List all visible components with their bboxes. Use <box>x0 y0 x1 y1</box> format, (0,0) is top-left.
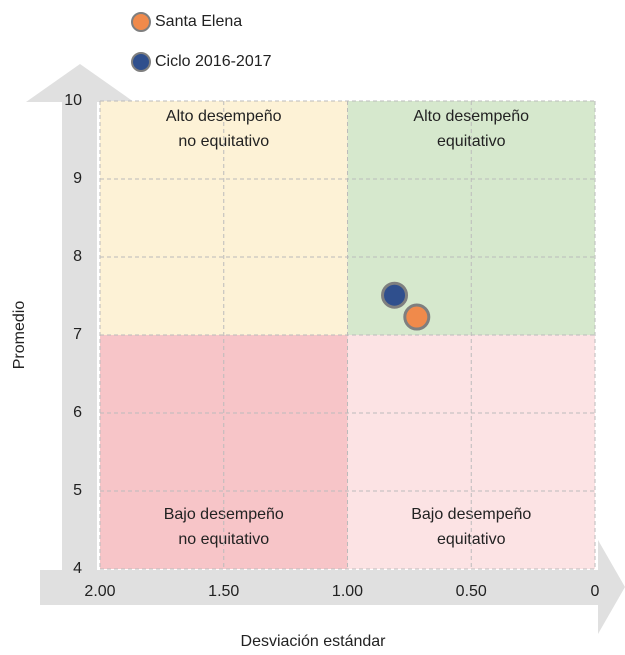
quadrant-label: no equitativo <box>178 133 269 150</box>
y-tick-label: 9 <box>73 170 82 187</box>
quadrant-label: equitativo <box>437 133 506 150</box>
x-tick-label: 1.00 <box>332 583 363 600</box>
x-tick-label: 2.00 <box>84 583 115 600</box>
point <box>403 303 431 331</box>
quadrant-label: equitativo <box>437 531 506 548</box>
y-tick-label: 5 <box>73 482 82 499</box>
y-axis-title: Promedio <box>11 301 28 370</box>
x-tick-label: 1.50 <box>208 583 239 600</box>
legend-label: Ciclo 2016-2017 <box>155 53 272 70</box>
y-tick-label: 8 <box>73 248 82 265</box>
quadrant-label: no equitativo <box>178 531 269 548</box>
x-axis-arrow <box>40 540 625 634</box>
y-tick-label: 4 <box>73 560 82 577</box>
x-tick-label: 0.50 <box>456 583 487 600</box>
x-axis-title: Desviación estándar <box>241 633 387 650</box>
legend-label: Santa Elena <box>155 13 242 30</box>
legend-marker <box>131 12 151 32</box>
legend-marker <box>131 52 151 72</box>
y-tick-label: 7 <box>73 326 82 343</box>
point <box>381 281 409 309</box>
y-tick-label: 10 <box>64 92 82 109</box>
y-tick-label: 6 <box>73 404 82 421</box>
y-axis-arrow <box>26 64 134 605</box>
x-tick-label: 0 <box>591 583 600 600</box>
